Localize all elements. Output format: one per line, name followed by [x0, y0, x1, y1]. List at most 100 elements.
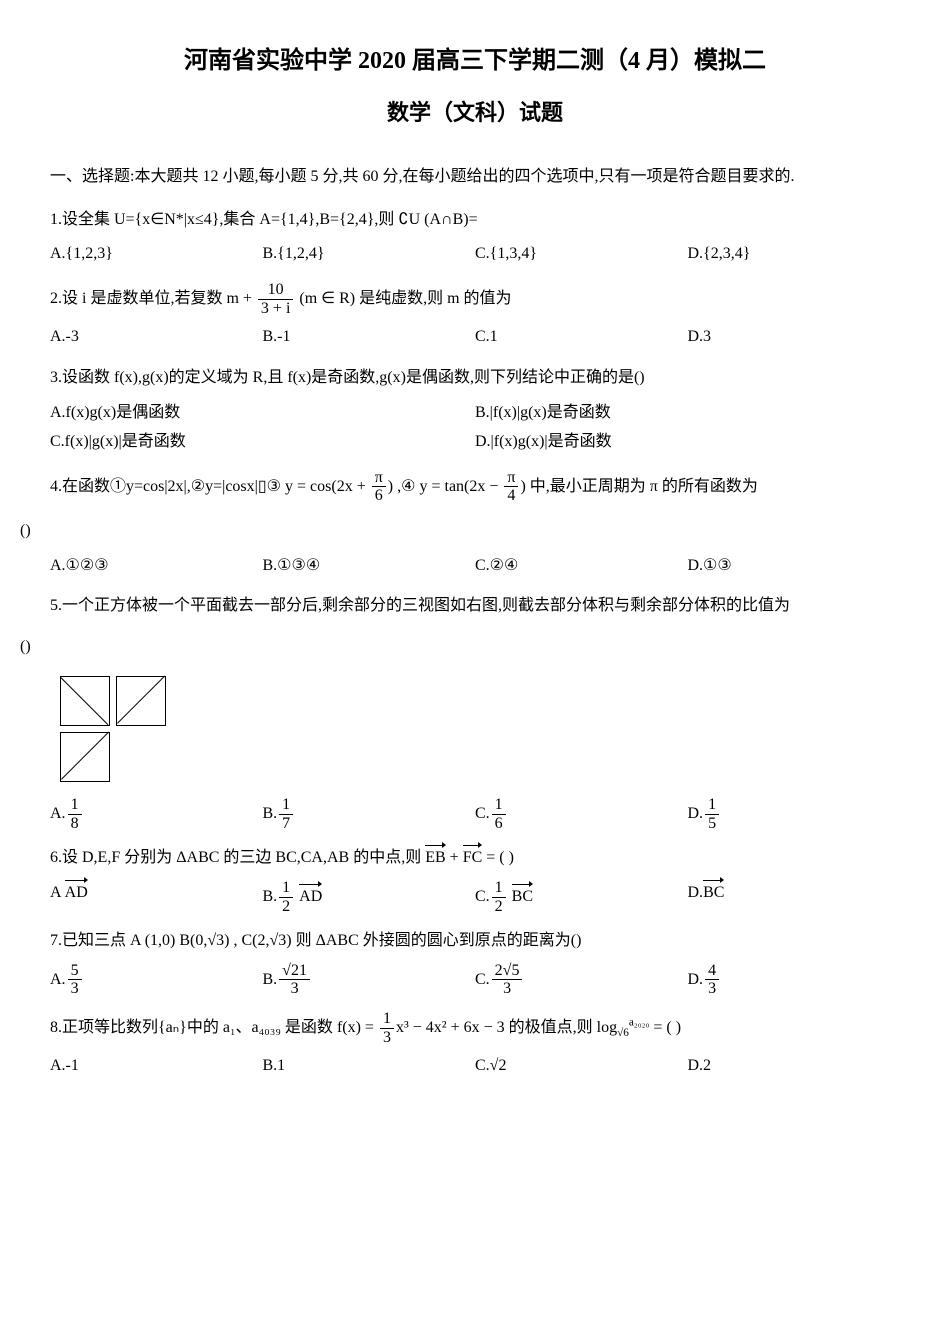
- q3-stem: 3.设函数 f(x),g(x)的定义域为 R,且 f(x)是奇函数,g(x)是偶…: [50, 364, 900, 393]
- q7-opt-c: C.2√53: [475, 962, 688, 998]
- q6-options: A AD B.12 AD C.12 BC D.BC: [50, 879, 900, 915]
- q8-log: log√6a₂₀₂₀: [597, 1019, 650, 1036]
- question-1: 1.设全集 U={x∈N*|x≤4},集合 A={1,4},B={2,4},则 …: [50, 206, 900, 270]
- q7-d-frac: 43: [705, 962, 719, 998]
- q6-opt-d: D.BC: [688, 879, 901, 915]
- q7-stem-pre: 7.已知三点 A: [50, 932, 145, 949]
- q7-stem-post: 则 ΔABC 外接圆的圆心到原点的距离为(): [296, 932, 582, 949]
- q6-b-pre: B.: [263, 888, 278, 905]
- q3-opt-c: C.f(x)|g(x)|是奇函数: [50, 428, 475, 457]
- q6-b-vec: AD: [299, 883, 322, 912]
- q4-f4-frac: π4: [504, 469, 518, 505]
- q8-log-base: √6: [617, 1027, 629, 1039]
- question-4: 4.在函数①y=cos|2x|,②y=|cosx|▯③ y = cos(2x +…: [50, 469, 900, 505]
- q2-frac-den: 3 + i: [258, 300, 293, 318]
- q8-stem: 8.正项等比数列{aₙ}中的 a₁、a₄₀₃₉ 是函数 f(x) = 13x³ …: [50, 1010, 900, 1046]
- q4-f3-pre: y = cos(2x +: [285, 477, 370, 494]
- q5-a-pre: A.: [50, 805, 66, 822]
- q4-f3-den: 6: [372, 487, 386, 505]
- q7-a-pre: A.: [50, 971, 66, 988]
- q3-options: A.f(x)g(x)是偶函数 B.|f(x)|g(x)是奇函数 C.f(x)|g…: [50, 399, 900, 457]
- q5-c-pre: C.: [475, 805, 490, 822]
- q7-opt-a: A.53: [50, 962, 263, 998]
- q2-fraction: 10 3 + i: [258, 281, 293, 317]
- page-subtitle: 数学（文科）试题: [50, 93, 900, 133]
- q3-opt-d: D.|f(x)g(x)|是奇函数: [475, 428, 900, 457]
- q2-stem: 2.设 i 是虚数单位,若复数 m + 10 3 + i (m ∈ R) 是纯虚…: [50, 281, 900, 317]
- q2-stem-mid2: (m ∈ R): [299, 290, 355, 307]
- q1-options: A.{1,2,3} B.{1,2,4} C.{1,3,4} D.{2,3,4}: [50, 240, 900, 269]
- q1-opt-d: D.{2,3,4}: [688, 240, 901, 269]
- q5-d-pre: D.: [688, 805, 704, 822]
- q3-opt-b: B.|f(x)|g(x)是奇函数: [475, 399, 900, 428]
- q5-c-num: 1: [492, 796, 506, 815]
- q5-c-frac: 16: [492, 796, 506, 832]
- q8-f-num: 1: [380, 1010, 394, 1029]
- q6-c-vec: BC: [512, 883, 533, 912]
- q5-d-den: 5: [705, 815, 719, 833]
- q7-points: (1,0) B(0,√3) , C(2,√3): [145, 932, 292, 949]
- q8-opt-b: B.1: [263, 1052, 476, 1081]
- q5-a-den: 8: [68, 815, 82, 833]
- q2-opt-b: B.-1: [263, 323, 476, 352]
- q7-d-num: 4: [705, 962, 719, 981]
- q6-a-pre: A: [50, 884, 65, 901]
- q6-plus: +: [450, 849, 463, 866]
- q8-opt-c: C.√2: [475, 1052, 688, 1081]
- q6-d-pre: D.: [688, 884, 704, 901]
- q4-opt-c: C.②④: [475, 552, 688, 581]
- q2-opt-a: A.-3: [50, 323, 263, 352]
- q7-a-num: 5: [68, 962, 82, 981]
- q4-paren: (): [20, 517, 900, 546]
- q5-opt-b: B.17: [263, 796, 476, 832]
- q1-opt-a: A.{1,2,3}: [50, 240, 263, 269]
- q7-stem: 7.已知三点 A (1,0) B(0,√3) , C(2,√3) 则 ΔABC …: [50, 927, 900, 956]
- q7-options: A.53 B.√213 C.2√53 D.43: [50, 962, 900, 998]
- question-6: 6.设 D,E,F 分别为 ΔABC 的三边 BC,CA,AB 的中点,则 EB…: [50, 844, 900, 915]
- q1-stem: 1.设全集 U={x∈N*|x≤4},集合 A={1,4},B={2,4},则 …: [50, 206, 900, 235]
- q3-opt-a: A.f(x)g(x)是偶函数: [50, 399, 475, 428]
- q6-stem-pre: 6.设 D,E,F 分别为 ΔABC 的三边 BC,CA,AB 的中点,则: [50, 849, 425, 866]
- q6-opt-b: B.12 AD: [263, 879, 476, 915]
- q7-b-num: √21: [279, 962, 310, 981]
- q6-d-vec: BC: [703, 879, 724, 908]
- q5-b-num: 1: [279, 796, 293, 815]
- q8-options: A.-1 B.1 C.√2 D.2: [50, 1052, 900, 1081]
- q5-stem: 5.一个正方体被一个平面截去一部分后,剩余部分的三视图如右图,则截去部分体积与剩…: [50, 592, 900, 621]
- q8-c-val: √2: [490, 1057, 507, 1074]
- q4-f3-frac: π6: [372, 469, 386, 505]
- q6-vec-eb: EB: [425, 844, 445, 873]
- q7-b-frac: √213: [279, 962, 310, 998]
- q8-f-den: 3: [380, 1029, 394, 1047]
- three-view-diagram: [60, 676, 900, 782]
- q6-opt-a: A AD: [50, 879, 263, 915]
- q6-a-vec: AD: [65, 879, 88, 908]
- q8-opt-d: D.2: [688, 1052, 901, 1081]
- q6-b-num: 1: [279, 879, 293, 898]
- question-5: 5.一个正方体被一个平面截去一部分后,剩余部分的三视图如右图,则截去部分体积与剩…: [50, 592, 900, 621]
- q7-c-num: 2√5: [492, 962, 523, 981]
- question-2: 2.设 i 是虚数单位,若复数 m + 10 3 + i (m ∈ R) 是纯虚…: [50, 281, 900, 352]
- view-bottom-left: [60, 732, 110, 782]
- q7-c-den: 3: [492, 980, 523, 998]
- q5-b-den: 7: [279, 815, 293, 833]
- view-top-right: [116, 676, 166, 726]
- q4-stem-mid: ,④: [397, 477, 419, 494]
- q4-opt-b: B.①③④: [263, 552, 476, 581]
- q2-stem-post: 是纯虚数,则 m 的值为: [359, 290, 511, 307]
- view-top-left: [60, 676, 110, 726]
- q7-b-den: 3: [279, 980, 310, 998]
- q7-c-pre: C.: [475, 971, 490, 988]
- q6-b-frac: 12: [279, 879, 293, 915]
- q4-f3-num: π: [372, 469, 386, 488]
- q8-log-arg: a₂₀₂₀: [629, 1017, 650, 1029]
- q6-opt-c: C.12 BC: [475, 879, 688, 915]
- q8-stem-mid: 的极值点,则: [509, 1019, 597, 1036]
- q1-opt-c: C.{1,3,4}: [475, 240, 688, 269]
- q7-opt-b: B.√213: [263, 962, 476, 998]
- q2-opt-d: D.3: [688, 323, 901, 352]
- q4-options: A.①②③ B.①③④ C.②④ D.①③: [50, 552, 900, 581]
- q2-stem-pre: 2.设 i 是虚数单位,若复数: [50, 290, 226, 307]
- q6-b-den: 2: [279, 898, 293, 916]
- view-empty: [116, 732, 166, 782]
